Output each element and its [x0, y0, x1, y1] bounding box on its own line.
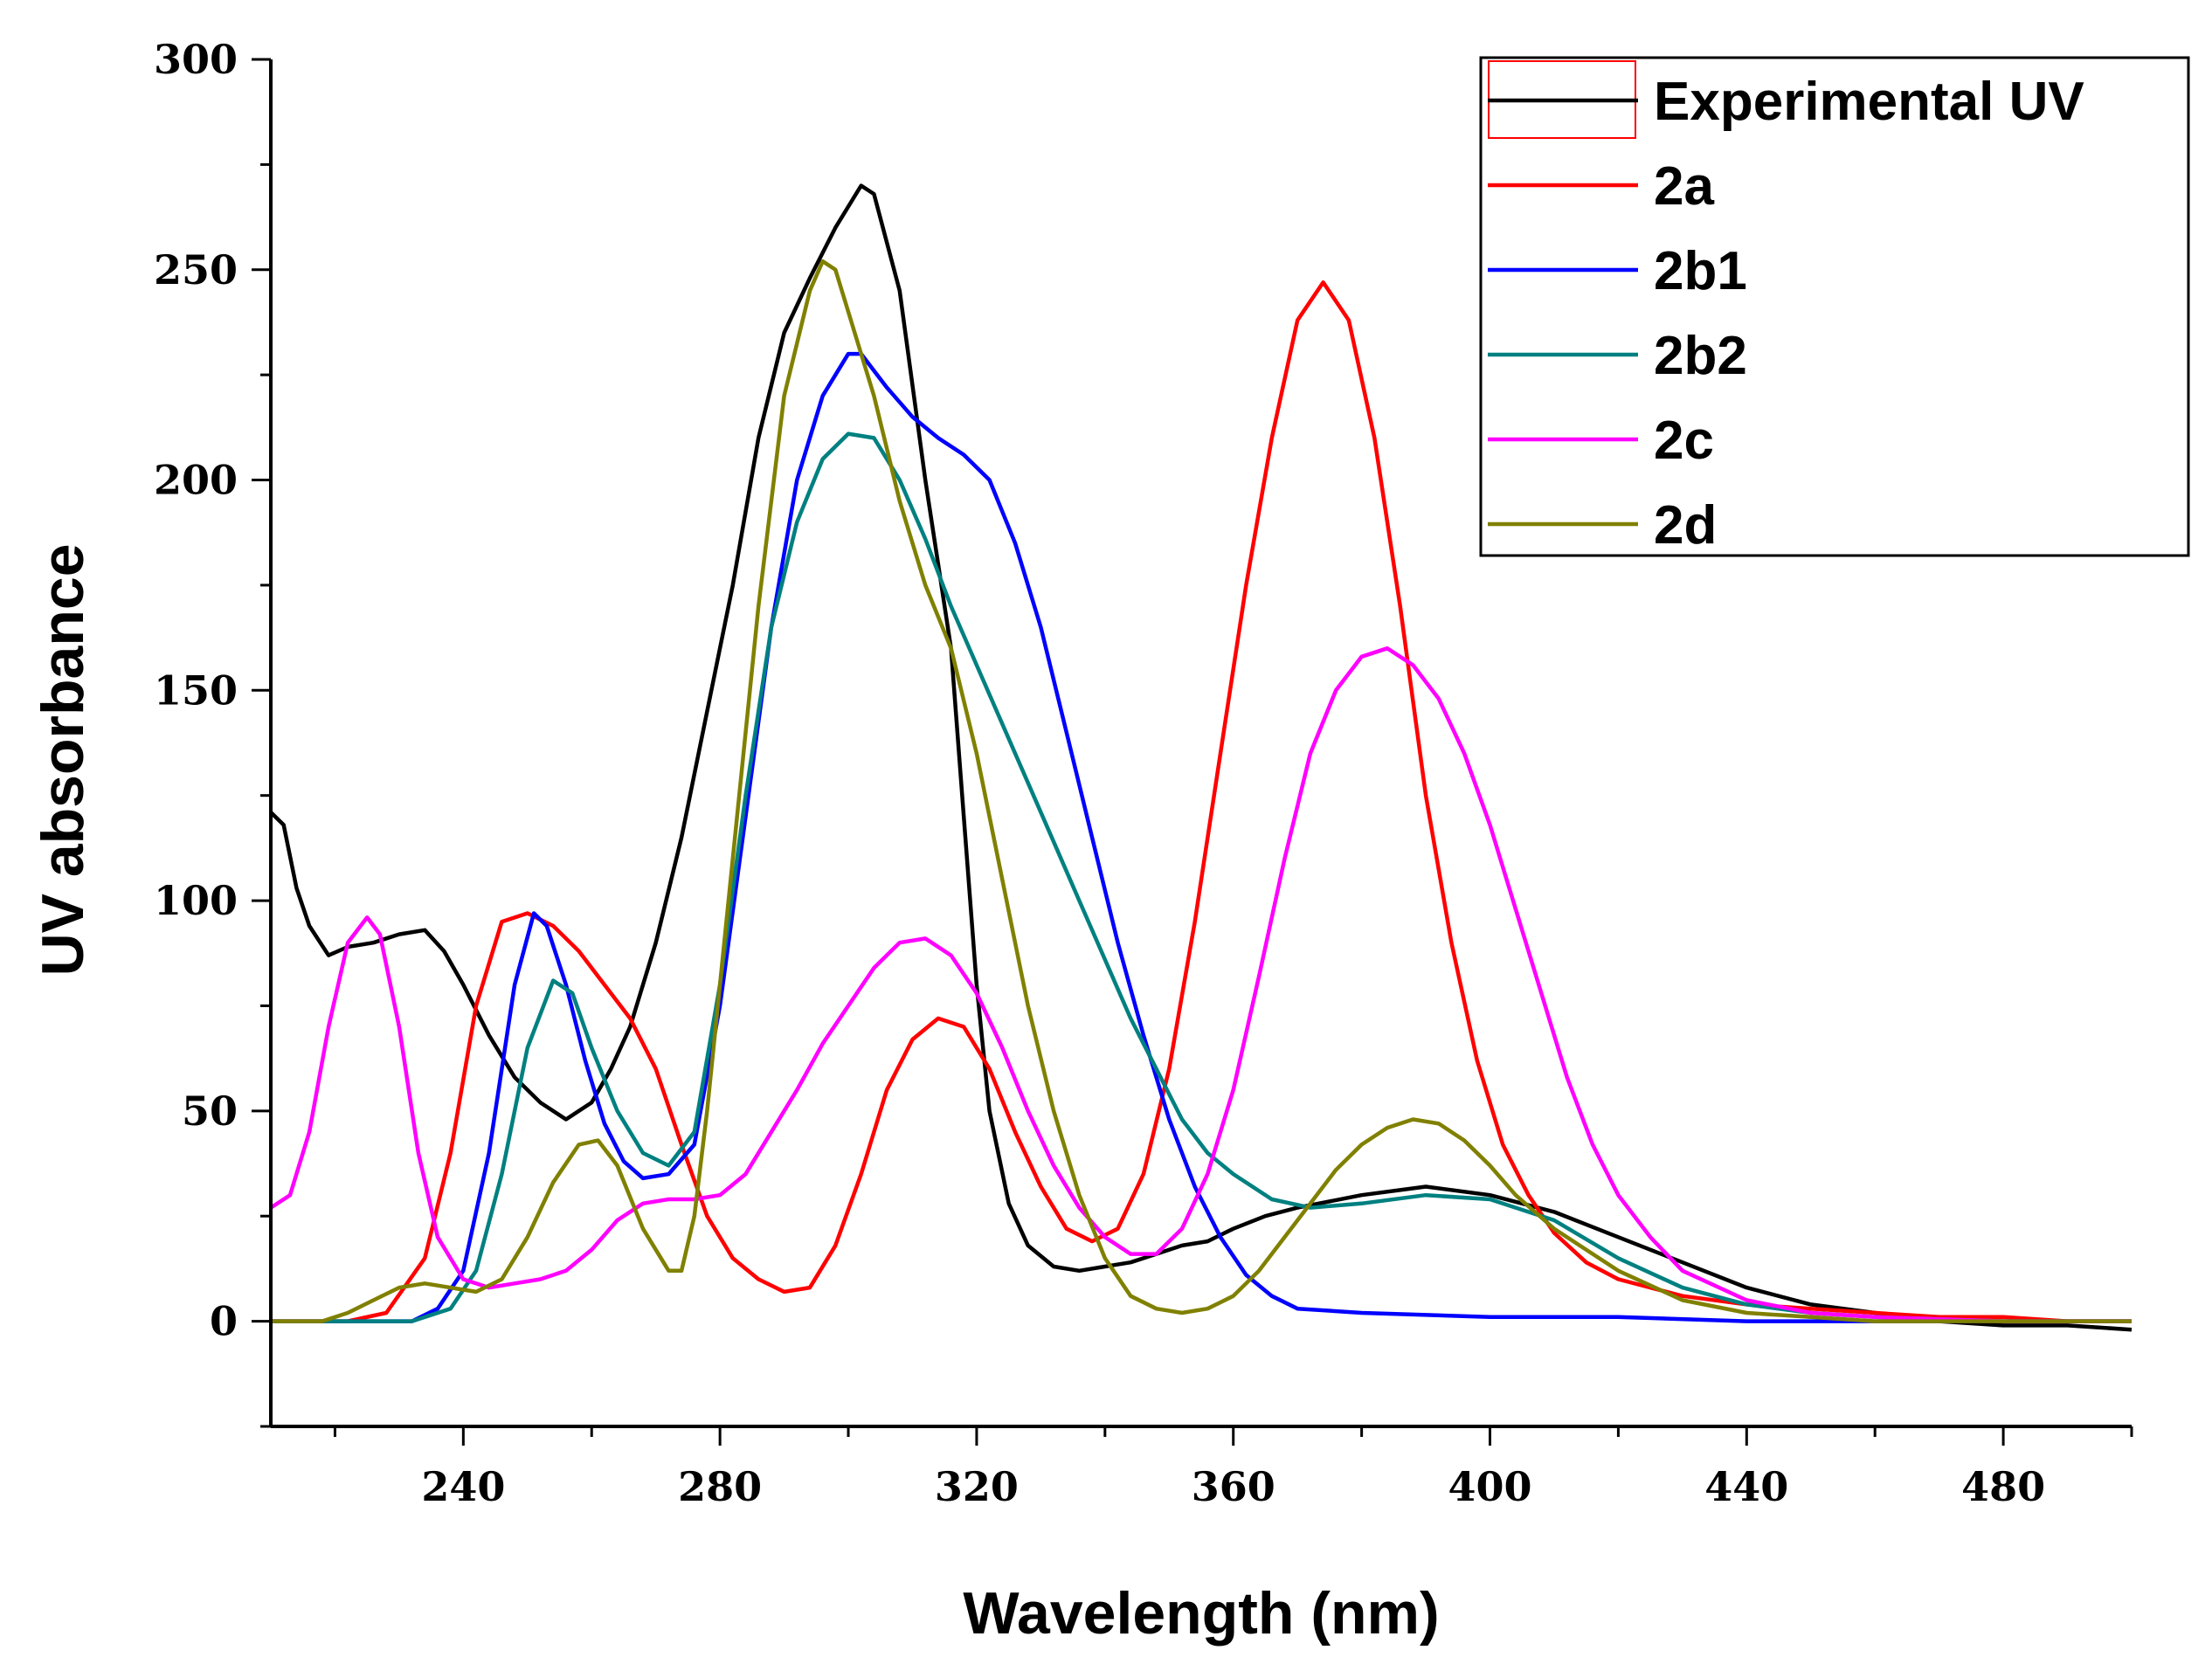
y-tick-label: 250 — [154, 246, 238, 293]
legend-label: 2d — [1654, 495, 1717, 556]
series-line-2a — [271, 280, 2132, 1323]
y-axis-label: UV absorbance — [30, 543, 96, 976]
y-tick-label: 100 — [154, 877, 238, 924]
legend-label: 2c — [1654, 411, 1714, 471]
x-tick-label: 360 — [1192, 1463, 1275, 1510]
x-axis-label: Wavelength (nm) — [963, 1580, 1439, 1647]
series-line-2d — [271, 259, 2132, 1323]
series-line-experimental-uv — [269, 183, 2133, 1332]
x-tick-label: 440 — [1704, 1463, 1788, 1510]
series-line-2c — [269, 646, 2132, 1323]
x-tick-label: 240 — [421, 1463, 505, 1510]
series-line-2b2 — [271, 432, 2132, 1323]
ticks: 0 50 100 150 200 250 300 240 280 320 360 400 440 480 — [154, 36, 2133, 1510]
y-tick-label: 0 — [210, 1298, 238, 1345]
legend: Experimental UV 2a 2b1 2b2 2c 2d — [1479, 56, 2190, 557]
x-tick-label: 280 — [678, 1463, 762, 1510]
series-line-2b1 — [271, 351, 2132, 1323]
legend-label: 2a — [1654, 156, 1714, 217]
y-tick-label: 200 — [154, 457, 238, 504]
axes — [269, 59, 2132, 1428]
legend-label: 2b1 — [1654, 241, 1747, 301]
legend-label: Experimental UV — [1654, 72, 2084, 132]
y-tick-label: 150 — [154, 666, 238, 714]
y-tick-label: 300 — [154, 36, 238, 83]
legend-label: 2b2 — [1654, 326, 1747, 386]
legend-box — [1479, 56, 2190, 557]
plot-lines — [269, 183, 2133, 1332]
x-tick-label: 480 — [1961, 1463, 2045, 1510]
y-tick-label: 50 — [182, 1087, 238, 1135]
x-tick-label: 400 — [1448, 1463, 1532, 1510]
x-tick-label: 320 — [935, 1463, 1019, 1510]
